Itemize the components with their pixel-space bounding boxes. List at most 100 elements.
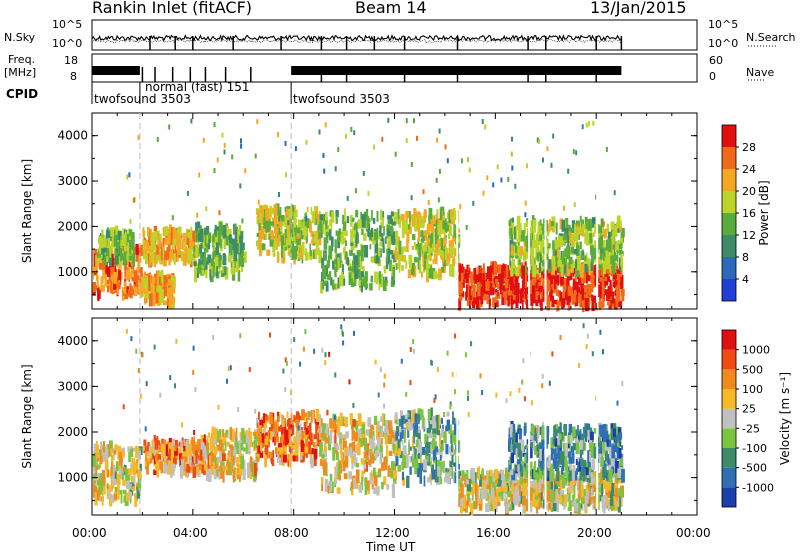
data-cell <box>564 248 566 257</box>
data-cell <box>444 477 447 483</box>
data-cell <box>408 443 410 455</box>
data-cell <box>448 210 451 223</box>
data-cell <box>351 427 354 441</box>
data-cell <box>99 455 103 465</box>
data-cell <box>189 237 192 248</box>
data-cell <box>237 440 241 453</box>
data-cell <box>200 434 205 448</box>
data-cell <box>304 446 309 454</box>
data-cell <box>158 243 161 257</box>
data-cell <box>582 223 586 231</box>
data-cell <box>355 234 358 247</box>
data-cell <box>132 447 136 452</box>
data-cell <box>586 484 591 495</box>
data-cell <box>542 157 544 163</box>
data-cell <box>498 490 502 497</box>
data-cell <box>342 434 347 440</box>
data-cell <box>612 226 615 237</box>
data-cell <box>552 502 557 512</box>
data-cell <box>521 439 525 453</box>
data-cell <box>613 226 618 234</box>
data-cell <box>563 502 566 510</box>
data-cell <box>590 262 593 272</box>
data-cell <box>146 460 149 475</box>
data-cell <box>169 251 174 260</box>
data-cell <box>616 215 621 230</box>
data-cell <box>515 481 518 490</box>
data-cell <box>153 253 156 268</box>
data-cell <box>198 172 201 178</box>
data-cell <box>424 433 428 445</box>
data-cell <box>525 244 529 259</box>
data-cell <box>418 243 422 257</box>
data-cell <box>480 493 483 508</box>
data-cell <box>259 243 262 257</box>
data-cell <box>199 228 204 242</box>
data-cell <box>551 281 554 290</box>
data-cell <box>590 487 594 498</box>
data-cell <box>570 287 573 296</box>
data-cell <box>397 439 401 451</box>
data-cell <box>365 208 369 221</box>
data-cell <box>501 473 506 488</box>
data-cell <box>319 418 323 433</box>
data-cell <box>344 416 348 428</box>
data-cell <box>453 423 458 436</box>
data-cell <box>550 162 553 168</box>
data-cell <box>463 494 467 509</box>
data-cell <box>524 212 527 218</box>
data-cell <box>444 246 447 261</box>
data-cell <box>220 255 222 262</box>
data-cell <box>580 251 583 260</box>
data-cell <box>367 223 370 237</box>
data-cell <box>453 208 456 218</box>
data-cell <box>200 252 203 266</box>
data-cell <box>321 481 324 492</box>
data-cell <box>529 226 532 240</box>
data-cell <box>263 413 265 424</box>
data-cell <box>532 273 536 286</box>
data-cell <box>550 470 555 481</box>
data-cell <box>457 419 460 426</box>
data-cell <box>167 233 171 245</box>
data-cell <box>437 197 440 203</box>
data-cell <box>530 247 534 256</box>
data-cell <box>360 271 364 278</box>
data-cell <box>423 475 426 487</box>
data-cell <box>563 494 567 508</box>
data-cell <box>367 190 370 196</box>
data-cell <box>491 487 494 501</box>
data-cell <box>253 431 257 437</box>
data-cell <box>451 265 455 278</box>
data-cell <box>92 283 96 291</box>
data-cell <box>546 470 549 478</box>
data-cell <box>571 486 573 494</box>
data-cell <box>393 478 397 484</box>
data-cell <box>459 501 464 514</box>
data-cell <box>467 264 470 271</box>
data-cell <box>585 490 589 504</box>
data-cell <box>599 424 604 437</box>
data-cell <box>130 263 135 271</box>
data-cell <box>378 425 383 437</box>
data-cell <box>256 421 259 428</box>
data-cell <box>265 227 268 241</box>
data-cell <box>479 273 482 283</box>
data-cell <box>297 227 301 234</box>
data-cell <box>535 291 540 303</box>
data-cell <box>303 443 306 457</box>
data-cell <box>307 411 310 421</box>
data-cell <box>327 444 331 451</box>
data-cell <box>546 243 551 249</box>
data-cell <box>157 230 160 237</box>
data-cell <box>572 468 576 481</box>
data-cell <box>375 255 380 264</box>
data-cell <box>494 486 497 497</box>
data-cell <box>222 255 227 266</box>
data-cell <box>468 167 471 173</box>
data-cell <box>155 292 159 304</box>
data-cell <box>240 138 242 144</box>
data-cell <box>510 278 514 288</box>
data-cell <box>379 225 382 237</box>
data-cell <box>460 269 464 283</box>
